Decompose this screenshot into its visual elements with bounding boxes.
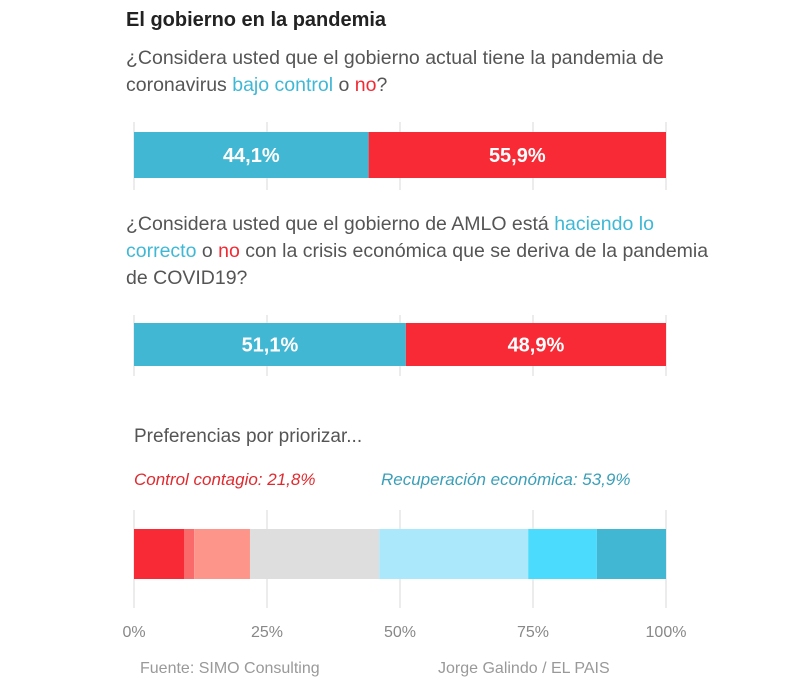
question-1-end: ?: [376, 74, 388, 96]
question-1: ¿Considera usted que el gobierno actual …: [126, 45, 726, 99]
x-tick-label: 25%: [251, 624, 283, 641]
legend-control-contagio: Control contagio: 21,8%: [134, 470, 316, 489]
bar-segment-3-3: [194, 529, 250, 579]
question-1-text: ¿Considera usted que el gobierno actual …: [126, 47, 664, 96]
source-note: Fuente: SIMO Consulting: [140, 660, 320, 677]
legend-recuperacion-economica: Recuperación económica: 53,9%: [381, 470, 631, 489]
bar-segment-3-6: [528, 529, 597, 579]
question-2: ¿Considera usted que el gobierno de AMLO…: [126, 211, 726, 292]
bar-segment-3-7: [596, 529, 666, 579]
bar-segment-3-5: [379, 529, 529, 579]
chart-title: El gobierno en la pandemia: [126, 9, 387, 31]
question-2-blue-label: haciendo lo correcto: [126, 213, 654, 262]
question-1-blue-label: bajo control: [232, 74, 334, 96]
question-1-red-label: no: [354, 74, 377, 96]
x-tick-label: 0%: [122, 624, 145, 641]
x-tick-label: 75%: [517, 624, 549, 641]
question-2-text: ¿Considera usted que el gobierno de AMLO…: [126, 213, 555, 235]
x-tick-label: 50%: [384, 624, 416, 641]
data-label: 48,9%: [508, 335, 565, 357]
bar-segment-3-4: [249, 529, 380, 579]
x-tick-label: 100%: [646, 624, 687, 641]
bar-segment-3-1: [134, 529, 185, 579]
bar-segment-2-2: [405, 323, 666, 366]
question-2-mid: o: [196, 240, 219, 262]
bar-segment-1-2: [368, 132, 666, 178]
preferences-title: Preferencias por priorizar...: [134, 426, 363, 447]
question-2-end: con la crisis económica que se deriva de…: [126, 240, 709, 289]
question-1-mid: o: [333, 74, 355, 96]
bar-segment-2-1: [134, 323, 406, 366]
data-label: 44,1%: [223, 145, 280, 167]
author-credit: Jorge Galindo / EL PAIS: [438, 660, 610, 677]
data-label: 55,9%: [489, 145, 546, 167]
data-label: 51,1%: [242, 335, 299, 357]
bar-segment-1-1: [134, 132, 369, 178]
bar-segment-3-2: [184, 529, 195, 579]
question-2-red-label: no: [218, 240, 240, 262]
